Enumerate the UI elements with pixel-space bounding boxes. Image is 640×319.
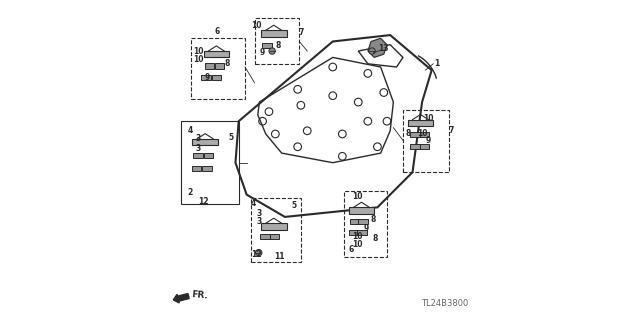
Text: 10: 10 xyxy=(423,114,434,123)
Text: 4: 4 xyxy=(251,199,256,208)
Text: 10: 10 xyxy=(353,241,363,249)
Bar xyxy=(420,144,429,149)
Bar xyxy=(202,166,212,171)
Bar xyxy=(205,63,214,69)
Text: 8: 8 xyxy=(372,234,378,243)
Text: 3: 3 xyxy=(256,217,261,226)
Bar xyxy=(215,63,224,69)
Bar xyxy=(349,219,359,224)
Polygon shape xyxy=(349,207,374,214)
Text: 8: 8 xyxy=(371,215,376,224)
Text: 5: 5 xyxy=(291,201,296,210)
Text: 3: 3 xyxy=(256,209,261,218)
Text: 1: 1 xyxy=(434,59,439,68)
Bar xyxy=(270,234,280,239)
Bar xyxy=(262,43,271,48)
Text: 10: 10 xyxy=(353,192,363,201)
Text: 13: 13 xyxy=(378,44,389,53)
Text: 9: 9 xyxy=(205,73,211,82)
Bar xyxy=(260,234,270,239)
Text: 2: 2 xyxy=(188,188,193,197)
Polygon shape xyxy=(193,139,218,145)
Bar xyxy=(410,132,420,137)
Text: 10: 10 xyxy=(193,55,204,63)
Polygon shape xyxy=(261,223,287,230)
Text: 10: 10 xyxy=(417,130,428,138)
Text: 12: 12 xyxy=(198,197,209,206)
Bar xyxy=(357,230,367,235)
Text: 10: 10 xyxy=(193,47,204,56)
Polygon shape xyxy=(368,38,387,57)
Polygon shape xyxy=(408,120,433,126)
Text: 4: 4 xyxy=(188,126,193,135)
Circle shape xyxy=(369,48,375,54)
Bar xyxy=(358,219,368,224)
Text: 10: 10 xyxy=(353,232,363,241)
Text: 7: 7 xyxy=(298,28,303,37)
Bar xyxy=(192,166,202,171)
Text: 8: 8 xyxy=(406,130,412,138)
Text: TL24B3800: TL24B3800 xyxy=(421,299,468,308)
FancyArrow shape xyxy=(173,293,189,303)
Text: 8: 8 xyxy=(275,41,280,50)
Text: 3: 3 xyxy=(195,144,201,153)
Text: 9: 9 xyxy=(259,48,264,57)
Bar xyxy=(202,75,211,80)
Text: FR.: FR. xyxy=(191,290,209,300)
Bar xyxy=(193,153,203,158)
Text: 7: 7 xyxy=(448,126,454,135)
Text: 8: 8 xyxy=(225,59,230,68)
Bar xyxy=(204,153,213,158)
Circle shape xyxy=(269,48,275,54)
Polygon shape xyxy=(261,30,287,37)
Text: 6: 6 xyxy=(214,27,220,36)
Bar xyxy=(410,144,420,149)
Bar xyxy=(212,75,221,80)
Text: 3: 3 xyxy=(195,134,201,143)
Bar xyxy=(420,132,429,137)
Text: 12: 12 xyxy=(252,250,262,259)
Text: 10: 10 xyxy=(252,21,262,30)
Text: 9: 9 xyxy=(364,224,369,233)
Text: 5: 5 xyxy=(228,133,233,142)
Polygon shape xyxy=(204,51,229,57)
Text: 11: 11 xyxy=(274,252,284,261)
Text: 9: 9 xyxy=(426,137,431,145)
Text: 6: 6 xyxy=(349,245,354,254)
Circle shape xyxy=(255,249,262,256)
Bar xyxy=(349,230,358,235)
